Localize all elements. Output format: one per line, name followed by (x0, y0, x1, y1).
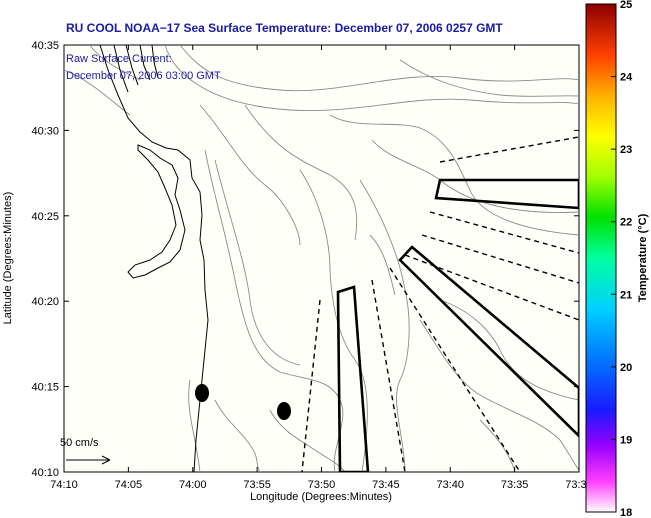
y-tick-label: 40:20 (31, 296, 59, 308)
map-title-text: RU COOL NOAA−17 Sea Surface Temperature:… (66, 21, 503, 35)
colorbar-tick-label: 21 (620, 289, 632, 301)
current-label-line2: December 07, 2006 03:00 GMT (66, 70, 221, 82)
y-tick-label: 40:15 (31, 382, 59, 394)
y-tick-label: 40:25 (31, 211, 59, 223)
colorbar-tick-label: 18 (620, 507, 632, 518)
colorbar-ticks: 25 24 23 22 21 20 19 18 (611, 0, 633, 518)
colorbar-tick-label: 24 (620, 72, 633, 84)
y-axis-label: Latitude (Degrees:Minutes) (2, 192, 14, 325)
colorbar-tick-label: 19 (620, 434, 632, 446)
station-marker-1 (195, 384, 209, 402)
colorbar (585, 3, 617, 513)
colorbar-tick-label: 25 (620, 0, 632, 11)
x-tick-label: 73:45 (372, 479, 400, 491)
station-marker-2 (277, 402, 291, 420)
x-tick-label: 74:10 (50, 479, 78, 491)
map-area (63, 44, 580, 473)
y-tick-label: 40:10 (31, 467, 59, 479)
scale-arrow (66, 455, 111, 465)
y-tick-label: 40:35 (31, 40, 59, 52)
x-tick-label: 74:00 (179, 479, 207, 491)
x-tick-label: 73:55 (243, 479, 271, 491)
colorbar-tick-label: 23 (620, 144, 632, 156)
colorbar-title: Temperature (°C) (637, 213, 649, 302)
scale-label: 50 cm/s (60, 437, 99, 449)
x-tick-label: 73:35 (501, 479, 529, 491)
x-tick-label: 73:50 (308, 479, 336, 491)
y-axis-ticks: 40:35 40:30 40:25 40:20 40:15 40:10 (31, 40, 579, 479)
x-tick-label: 74:05 (115, 479, 143, 491)
x-tick-label: 73:40 (436, 479, 464, 491)
colorbar-tick-label: 22 (620, 217, 632, 229)
current-label-line1: Raw Surface Current: (66, 53, 172, 65)
x-axis-label: Longitude (Degrees:Minutes) (250, 491, 392, 503)
radar-wedges (336, 178, 579, 472)
x-axis-ticks: 74:10 74:05 74:00 73:55 73:50 73:45 73:40 73:35… (50, 45, 593, 491)
colorbar-tick-label: 20 (620, 362, 632, 374)
y-tick-label: 40:30 (31, 125, 59, 137)
coastline (99, 45, 209, 472)
